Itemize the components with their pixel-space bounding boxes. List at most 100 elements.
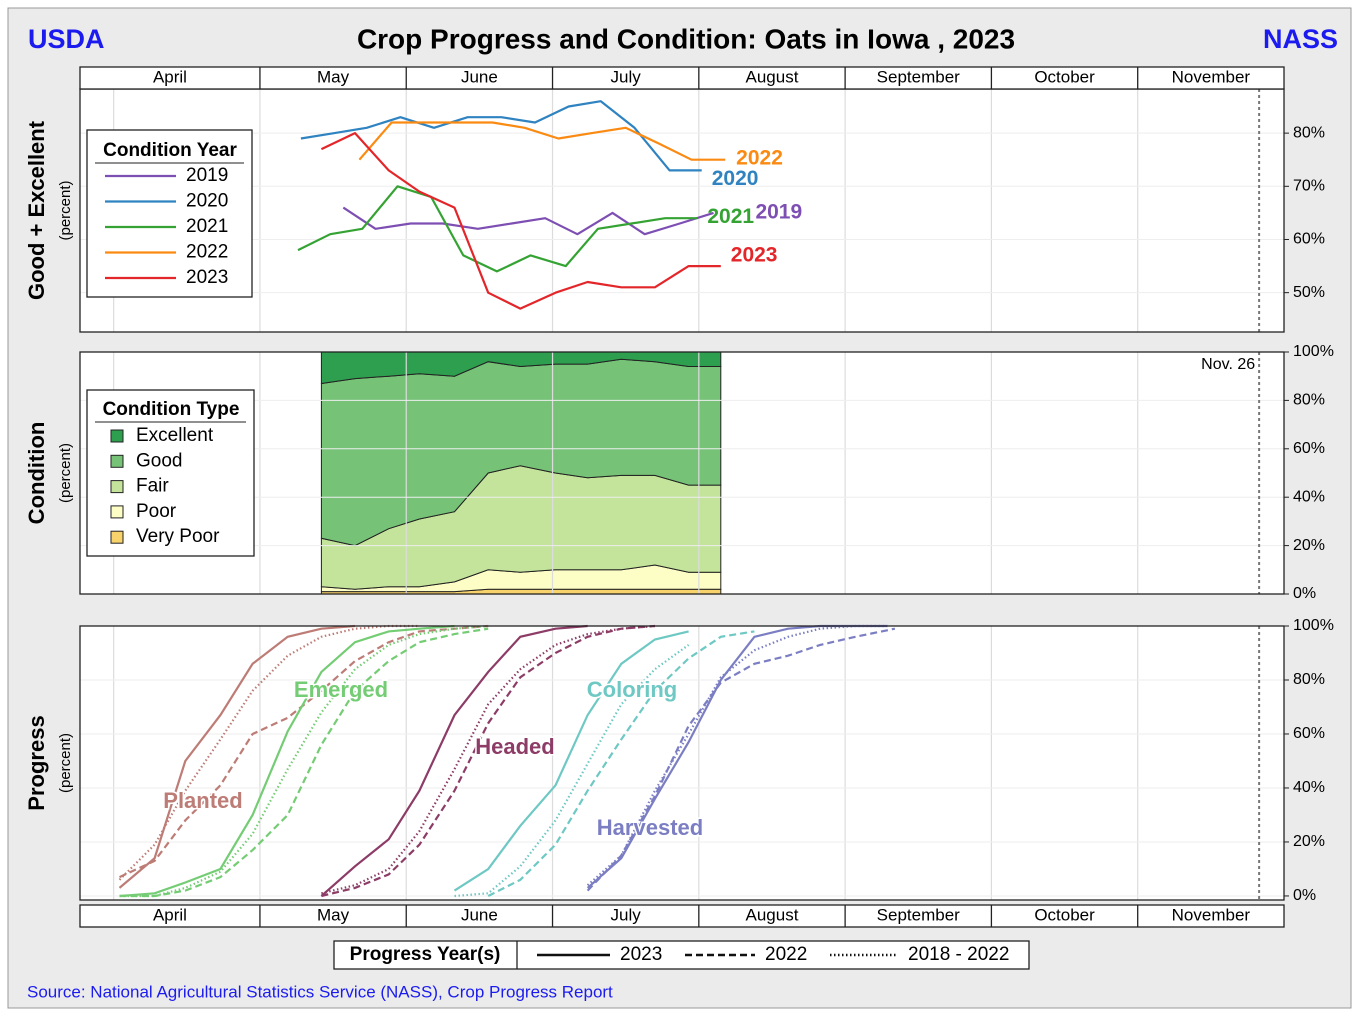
- condition-line: [297, 185, 698, 273]
- legend-swatch: [110, 505, 124, 519]
- progress-line: [321, 624, 655, 895]
- legend: Condition Type Excellent Good Fair Poor Very …: [86, 389, 255, 557]
- y-axis-title: Good + Excellent: [24, 120, 49, 300]
- x-tick-label: May: [317, 905, 350, 924]
- legend-label: 2022: [186, 242, 228, 263]
- legend-label: Good: [136, 450, 182, 471]
- legend-box: [86, 129, 253, 298]
- legend-title: Condition Year: [103, 140, 237, 161]
- stage-label: Planted: [163, 788, 242, 813]
- legend-label: 2021: [186, 216, 228, 237]
- stage-label: Coloring: [587, 677, 677, 702]
- y-axis-title: Progress: [24, 715, 49, 810]
- y-tick-label: 60%: [1293, 725, 1325, 742]
- progress-line: [119, 624, 489, 879]
- legend-swatch: [110, 429, 124, 443]
- x-tick-label: October: [1034, 67, 1095, 86]
- condition-line: [320, 132, 721, 310]
- month-strip: [79, 66, 1285, 90]
- y-tick-label: 100%: [1293, 343, 1334, 360]
- month-strip: [79, 904, 1285, 928]
- nass-label: NASS: [1263, 24, 1338, 54]
- legend-title: Condition Type: [103, 399, 240, 420]
- x-tick-label: April: [153, 67, 187, 86]
- legend-label: Very Poor: [136, 526, 220, 547]
- y-tick-label: 50%: [1293, 284, 1325, 301]
- x-tick-label: June: [461, 905, 498, 924]
- progress-legend: Progress Year(s) 2023 2022 2018 - 2022: [333, 940, 1030, 970]
- progress-line: [453, 630, 689, 892]
- legend-box: [333, 940, 1030, 970]
- legend-label: 2018 - 2022: [908, 944, 1009, 965]
- y-tick-label: 70%: [1293, 178, 1325, 195]
- x-tick-label: November: [1172, 905, 1251, 924]
- y-tick-label: 40%: [1293, 779, 1325, 796]
- legend-label: Excellent: [136, 425, 214, 446]
- progress-line: [586, 624, 888, 887]
- y-tick-label: 60%: [1293, 440, 1325, 457]
- stage-label: Emerged: [294, 677, 388, 702]
- progress-line: [119, 627, 489, 898]
- legend-label: 2023: [186, 267, 228, 288]
- progress-line: [119, 624, 455, 898]
- legend-swatch: [110, 454, 124, 468]
- condition-line: [300, 100, 702, 172]
- x-tick-label: May: [317, 67, 350, 86]
- y-tick-label: 0%: [1293, 887, 1316, 904]
- x-tick-label: July: [611, 67, 642, 86]
- series-end-label: 2023: [731, 244, 778, 267]
- plot-area: [80, 89, 1284, 332]
- x-tick-label: July: [611, 905, 642, 924]
- x-tick-label: September: [877, 905, 960, 924]
- legend-label: 2019: [186, 165, 228, 186]
- y-tick-label: 80%: [1293, 671, 1325, 688]
- y-axis-unit: (percent): [57, 733, 74, 793]
- y-axis-title: Condition: [24, 422, 49, 525]
- legend-swatch: [110, 530, 124, 544]
- x-tick-label: June: [461, 67, 498, 86]
- legend: Condition Year 2019 2020 2021 2022 2023: [86, 129, 253, 298]
- y-axis-unit: (percent): [57, 180, 74, 240]
- stage-label: Harvested: [597, 815, 703, 840]
- x-tick-label: October: [1034, 905, 1095, 924]
- legend-label: 2023: [620, 944, 662, 965]
- y-tick-label: 100%: [1293, 617, 1334, 634]
- plot-area: [80, 626, 1284, 900]
- reference-label: Nov. 26: [1201, 356, 1255, 373]
- condition-line: [342, 206, 714, 236]
- x-tick-label: April: [153, 905, 187, 924]
- y-tick-label: 20%: [1293, 537, 1325, 554]
- legend-title: Progress Year(s): [350, 944, 501, 965]
- progress-line: [454, 644, 690, 898]
- x-tick-label: September: [877, 67, 960, 86]
- y-axis-unit: (percent): [57, 443, 74, 503]
- series-end-label: 2021: [707, 205, 754, 228]
- y-tick-label: 80%: [1293, 392, 1325, 409]
- progress-line: [321, 624, 655, 898]
- progress-line: [320, 624, 588, 897]
- legend-label: Fair: [136, 476, 169, 497]
- chart-title: Crop Progress and Condition: Oats in Iow…: [357, 23, 1015, 54]
- legend-label: Poor: [136, 501, 177, 522]
- legend-box: [86, 389, 255, 557]
- y-tick-label: 80%: [1293, 124, 1325, 141]
- series-end-label: 2019: [755, 200, 802, 223]
- y-tick-label: 40%: [1293, 488, 1325, 505]
- plot-border: [79, 351, 1285, 595]
- usda-label: USDA: [28, 24, 105, 54]
- progress-line: [586, 627, 896, 892]
- progress-line: [487, 630, 755, 897]
- legend-label: 2022: [765, 944, 807, 965]
- legend-swatch: [110, 480, 124, 494]
- x-tick-label: November: [1172, 67, 1251, 86]
- x-tick-label: August: [746, 67, 799, 86]
- stage-label: Headed: [475, 734, 554, 759]
- condition-line: [358, 121, 726, 161]
- series-end-label: 2022: [736, 146, 783, 169]
- series-end-label: 2020: [712, 167, 759, 190]
- progress-line: [118, 624, 356, 889]
- y-tick-label: 0%: [1293, 585, 1316, 602]
- legend-label: 2020: [186, 191, 228, 212]
